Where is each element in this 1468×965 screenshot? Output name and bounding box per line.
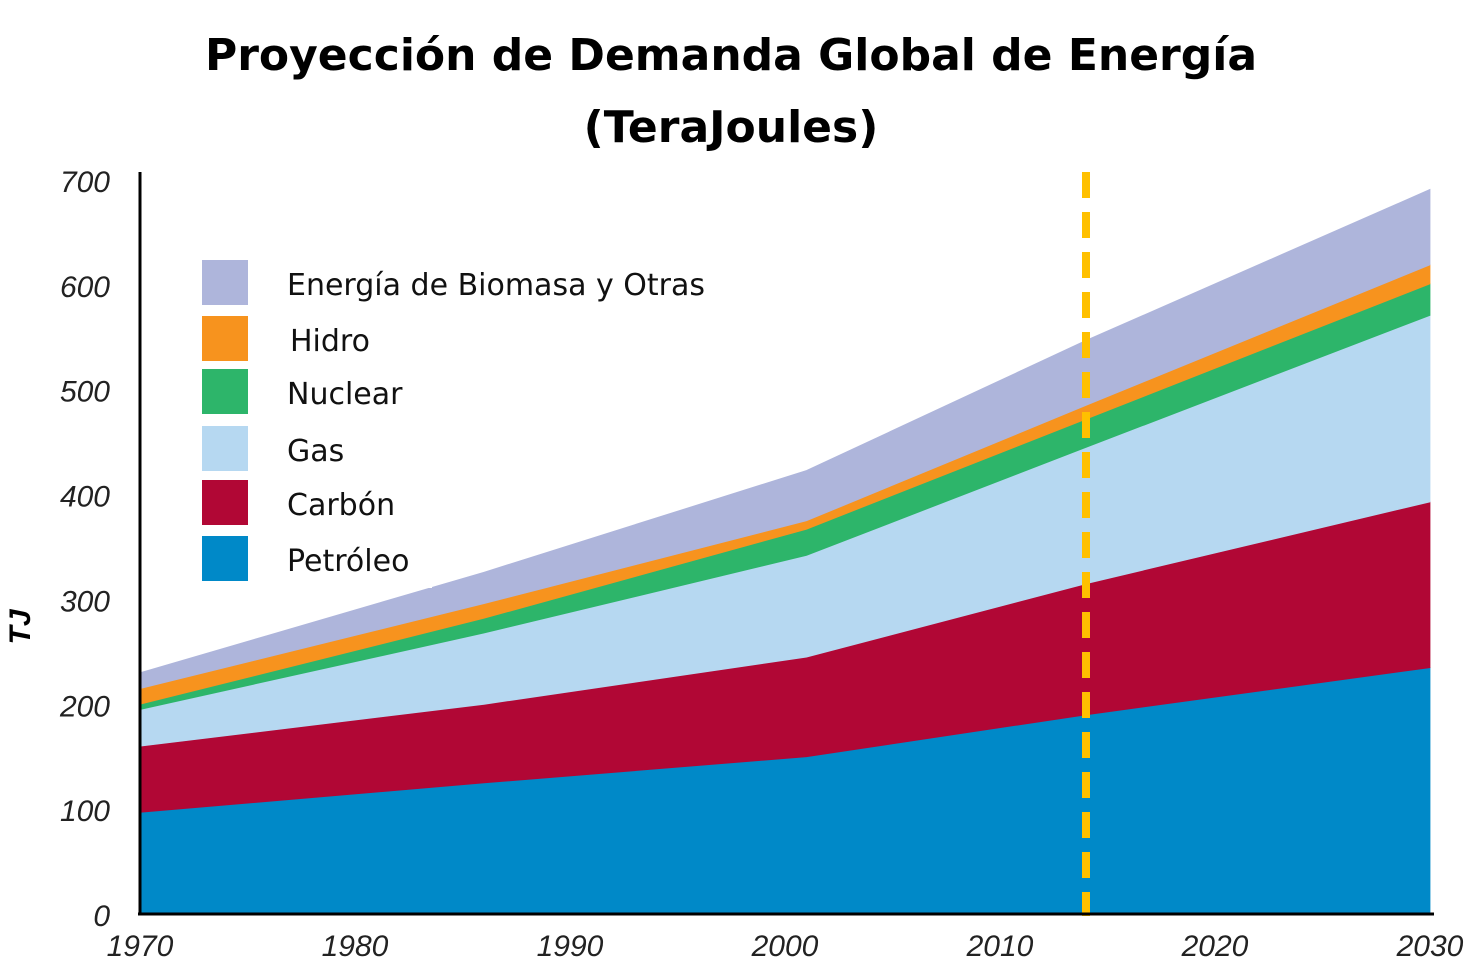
x-tick-label: 1990 <box>537 930 604 963</box>
y-tick-label: 300 <box>60 585 110 618</box>
legend-label-nuclear: Nuclear <box>287 377 403 412</box>
legend-swatch-nuclear <box>202 369 248 414</box>
legend-swatch-hidro <box>202 316 248 361</box>
y-tick-label: 200 <box>59 690 110 723</box>
x-tick-label: 2010 <box>966 930 1034 963</box>
chart-title-line1: Proyección de Demanda Global de Energía <box>205 30 1257 81</box>
y-tick-label: 700 <box>60 166 110 199</box>
legend-label-petroleo: Petróleo <box>287 544 409 579</box>
area-energia-de-biomasa-y-otras <box>139 188 1431 690</box>
legend-swatch-gas <box>202 426 248 471</box>
legend-label-carbon: Carbón <box>287 488 395 523</box>
x-axis-ticks: 1970 1980 1990 2000 2010 2020 2030 <box>107 930 1464 963</box>
legend-label-gas: Gas <box>287 434 344 469</box>
y-tick-label: 600 <box>60 271 110 304</box>
axes <box>138 172 1434 916</box>
y-axis-label: TJ <box>4 608 37 644</box>
legend-swatch-carbon <box>202 480 248 525</box>
legend: Energía de Biomasa y Otras Hidro Nuclear Ga… <box>190 244 720 588</box>
y-tick-label: 0 <box>93 900 110 933</box>
x-tick-label: 1980 <box>322 930 389 963</box>
x-tick-label: 1970 <box>107 930 174 963</box>
y-tick-label: 400 <box>60 481 110 514</box>
y-tick-label: 100 <box>60 795 110 828</box>
y-axis-ticks: 0 100 200 300 400 500 600 700 <box>59 166 110 933</box>
legend-swatch-energia-de-biomasa-y-otras <box>202 260 248 305</box>
x-tick-label: 2020 <box>1181 930 1249 963</box>
stacked-areas <box>139 172 1431 916</box>
chart-title-line2: (TeraJoules) <box>584 102 879 153</box>
y-tick-label: 500 <box>60 376 110 409</box>
legend-label-energia-de-biomasa-y-otras: Energía de Biomasa y Otras <box>287 268 705 303</box>
legend-label-hidro: Hidro <box>290 324 370 359</box>
legend-swatch-petroleo <box>202 536 248 581</box>
x-tick-label: 2000 <box>751 930 819 963</box>
legend-background <box>190 244 720 324</box>
x-tick-label: 2030 <box>1396 930 1464 963</box>
